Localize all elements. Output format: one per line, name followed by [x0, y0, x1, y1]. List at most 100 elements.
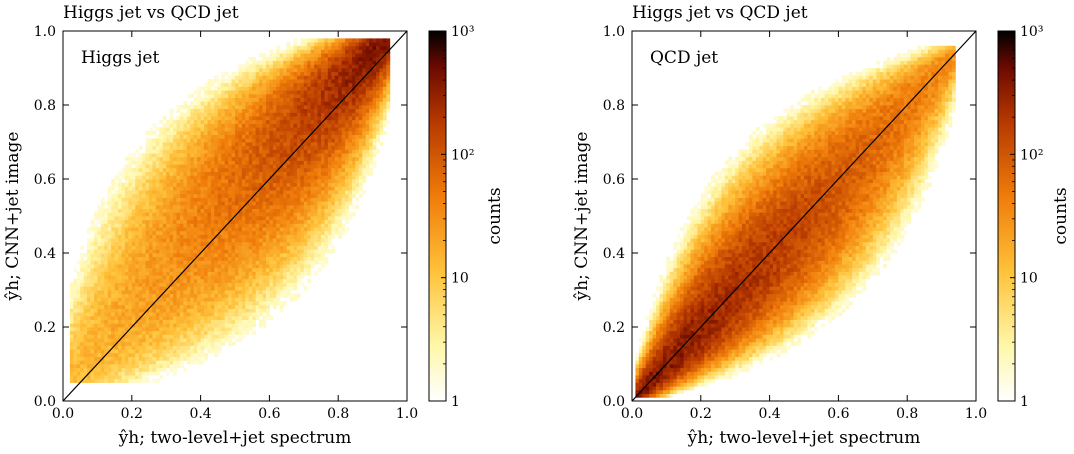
heatmap-cell	[124, 275, 129, 280]
heatmap-cell	[217, 123, 222, 128]
heatmap-cell	[217, 171, 222, 176]
heatmap-cell	[152, 142, 157, 147]
heatmap-cell	[131, 330, 136, 335]
heatmap-cell	[235, 327, 239, 332]
heatmap-cell	[145, 378, 150, 383]
heatmap-cell	[279, 75, 284, 80]
heatmap-cell	[259, 82, 263, 87]
heatmap-cell	[169, 286, 174, 291]
heatmap-cell	[279, 212, 284, 217]
heatmap-cell	[300, 138, 305, 143]
heatmap-cell	[221, 238, 226, 243]
heatmap-cell	[128, 227, 133, 232]
heatmap-cell	[241, 260, 246, 265]
heatmap-cell	[176, 219, 181, 224]
heatmap-cell	[190, 330, 195, 335]
heatmap-cell	[245, 153, 250, 158]
heatmap-cell	[135, 290, 140, 295]
heatmap-cell	[93, 356, 98, 361]
heatmap-cell	[190, 186, 195, 191]
heatmap-cell	[118, 378, 122, 383]
heatmap-cell	[290, 108, 294, 113]
heatmap-cell	[111, 297, 115, 302]
heatmap-cell	[235, 271, 239, 276]
heatmap-cell	[176, 308, 181, 313]
heatmap-cell	[235, 267, 239, 272]
heatmap-cell	[283, 97, 287, 102]
heatmap-cell	[207, 156, 212, 161]
heatmap-cell	[204, 267, 208, 272]
heatmap-cell	[259, 149, 263, 154]
heatmap-cell	[190, 234, 195, 239]
heatmap-cell	[286, 164, 291, 169]
heatmap-cell	[179, 330, 184, 335]
heatmap-cell	[214, 238, 219, 243]
heatmap-cell	[190, 267, 195, 272]
heatmap-cell	[152, 378, 157, 383]
heatmap-cell	[338, 127, 343, 132]
heatmap-cell	[300, 116, 305, 121]
heatmap-cell	[80, 308, 85, 313]
heatmap-cell	[238, 293, 243, 298]
heatmap-cell	[149, 301, 153, 306]
heatmap-cell	[334, 134, 339, 139]
heatmap-cell	[217, 312, 222, 317]
heatmap-cell	[114, 338, 119, 343]
heatmap-cell	[204, 315, 208, 320]
heatmap-cell	[183, 227, 188, 232]
heatmap-cell	[204, 278, 208, 283]
heatmap-cell	[118, 360, 122, 365]
heatmap-cell	[155, 175, 160, 180]
heatmap-cell	[200, 179, 205, 184]
heatmap-cell	[327, 97, 332, 102]
heatmap-cell	[124, 308, 129, 313]
heatmap-cell	[224, 86, 229, 91]
heatmap-cell	[296, 190, 301, 195]
heatmap-cell	[138, 367, 143, 372]
heatmap-cell	[283, 153, 287, 158]
heatmap-cell	[327, 119, 332, 124]
heatmap-cell	[162, 364, 167, 369]
heatmap-cell	[162, 238, 167, 243]
heatmap-cell	[193, 360, 198, 365]
heatmap-cell	[176, 345, 181, 350]
heatmap-cell	[107, 375, 112, 380]
heatmap-cell	[76, 304, 81, 309]
heatmap-cell	[162, 201, 167, 206]
heatmap-cell	[248, 319, 253, 324]
heatmap-cell	[283, 71, 287, 76]
heatmap-cell	[279, 190, 284, 195]
heatmap-cell	[173, 230, 177, 235]
heatmap-cell	[269, 286, 274, 291]
heatmap-cell	[324, 82, 329, 87]
heatmap-cell	[100, 286, 105, 291]
heatmap-cell	[204, 86, 208, 91]
heatmap-cell	[152, 256, 157, 261]
heatmap-cell	[238, 238, 243, 243]
heatmap-cell	[279, 253, 284, 258]
heatmap-cell	[331, 171, 336, 176]
heatmap-cell	[173, 334, 177, 339]
heatmap-cell	[73, 278, 78, 283]
heatmap-cell	[169, 327, 174, 332]
heatmap-cell	[255, 123, 260, 128]
heatmap-cell	[293, 286, 298, 291]
heatmap-cell	[173, 338, 177, 343]
heatmap-cell	[159, 156, 164, 161]
heatmap-cell	[272, 260, 277, 265]
heatmap-cell	[231, 308, 236, 313]
heatmap-cell	[259, 60, 263, 65]
heatmap-cell	[93, 375, 98, 380]
heatmap-cell	[118, 197, 122, 202]
heatmap-cell	[214, 290, 219, 295]
heatmap-cell	[118, 282, 122, 287]
heatmap-cell	[138, 212, 143, 217]
heatmap-cell	[197, 145, 201, 150]
heatmap-cell	[111, 338, 115, 343]
heatmap-cell	[69, 327, 74, 332]
heatmap-cell	[152, 249, 157, 254]
heatmap-cell	[224, 227, 229, 232]
heatmap-cell	[255, 264, 260, 269]
heatmap-cell	[293, 201, 298, 206]
heatmap-cell	[118, 171, 122, 176]
